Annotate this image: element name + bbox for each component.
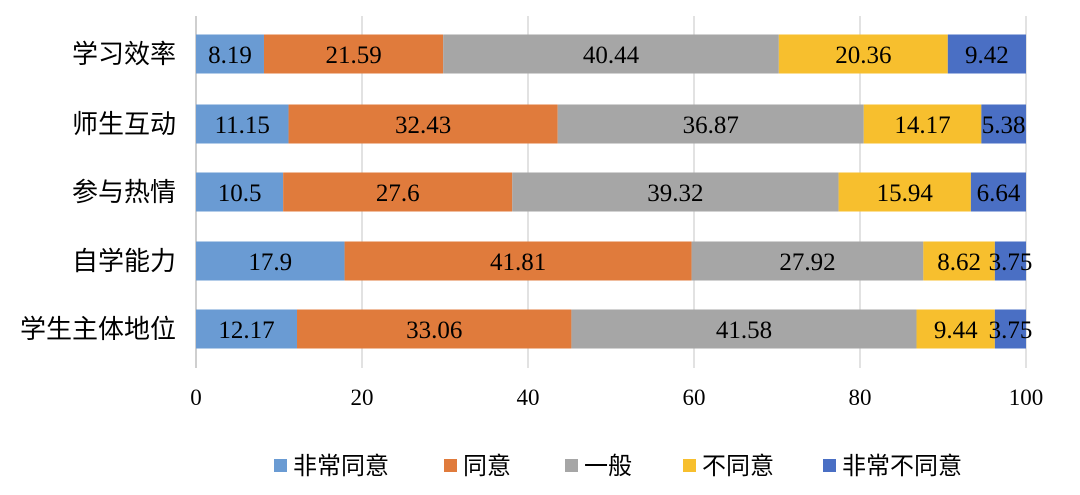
legend-label: 一般: [584, 452, 632, 480]
data-label: 32.43: [395, 112, 451, 139]
bar-segment: [994, 241, 1026, 281]
data-label: 41.58: [716, 317, 772, 344]
bar-segment: [344, 241, 692, 281]
data-label: 14.17: [894, 112, 950, 139]
data-label: 8.19: [208, 42, 252, 69]
data-label: 33.06: [406, 317, 462, 344]
category-label: 学习效率: [72, 40, 176, 70]
x-tick-label: 40: [517, 385, 540, 410]
data-label: 36.87: [683, 112, 739, 139]
data-label: 6.64: [977, 180, 1021, 207]
legend-swatch: [274, 459, 287, 472]
legend-swatch: [565, 459, 578, 472]
data-label: 20.36: [835, 42, 891, 69]
bar-segment: [838, 172, 971, 212]
bar-segment: [196, 34, 264, 74]
bar-segment: [263, 34, 444, 74]
legend-label: 非常同意: [293, 452, 389, 480]
data-labels: 8.19 21.59 40.44 20.36 9.42 11.15 32.43 36.87 14…: [208, 42, 1032, 344]
data-label: 40.44: [583, 42, 640, 69]
x-tick-label: 80: [849, 385, 872, 410]
x-tick-labels: 0 20 40 60 80 100: [190, 385, 1043, 410]
bar-segment: [443, 34, 779, 74]
data-label: 11.15: [215, 112, 270, 139]
category-label: 参与热情: [72, 178, 176, 208]
data-label: 12.17: [218, 317, 274, 344]
legend-label: 不同意: [702, 452, 774, 480]
bar-segment: [196, 241, 345, 281]
data-label: 8.62: [937, 249, 981, 276]
bar-segment: [970, 172, 1026, 212]
x-tick-label: 100: [1009, 385, 1044, 410]
legend-label: 非常不同意: [842, 452, 962, 480]
data-label: 9.44: [934, 317, 978, 344]
data-label: 3.75: [989, 249, 1033, 276]
data-label: 10.5: [218, 180, 262, 207]
legend-swatch: [823, 459, 836, 472]
data-label: 15.94: [877, 180, 934, 207]
data-label: 3.75: [989, 317, 1033, 344]
bar-segment: [981, 104, 1026, 144]
legend-swatch: [444, 459, 457, 472]
bar-segment: [297, 309, 572, 349]
bar-segment: [923, 241, 995, 281]
bar-segment: [863, 104, 982, 144]
bar-segment: [196, 309, 298, 349]
bar-segment: [288, 104, 558, 144]
data-label: 39.32: [647, 180, 703, 207]
bar-segment: [994, 309, 1026, 349]
bar-segment: [571, 309, 917, 349]
bar-segment: [196, 104, 289, 144]
x-tick-label: 0: [190, 385, 202, 410]
data-label: 17.9: [248, 249, 292, 276]
bar-segment: [778, 34, 948, 74]
data-label: 27.6: [376, 180, 420, 207]
legend-swatch: [683, 459, 696, 472]
data-label: 41.81: [490, 249, 546, 276]
data-label: 9.42: [965, 42, 1009, 69]
x-tick-label: 60: [683, 385, 706, 410]
bar-segment: [947, 34, 1026, 74]
category-label: 自学能力: [72, 247, 176, 277]
data-label: 5.38: [982, 112, 1026, 139]
category-label: 学生主体地位: [20, 315, 176, 345]
bar-segment: [691, 241, 924, 281]
x-tick-label: 20: [351, 385, 374, 410]
bar-segment: [196, 172, 284, 212]
legend: 非常同意 同意 一般 不同意 非常不同意: [274, 452, 962, 480]
bar-segment: [916, 309, 995, 349]
bar-segment: [512, 172, 839, 212]
legend-label: 同意: [463, 452, 511, 480]
bars: [196, 34, 1026, 349]
data-label: 21.59: [325, 42, 381, 69]
bar-segment: [283, 172, 513, 212]
data-label: 27.92: [779, 249, 835, 276]
bar-segment: [557, 104, 864, 144]
category-label: 师生互动: [72, 110, 176, 140]
